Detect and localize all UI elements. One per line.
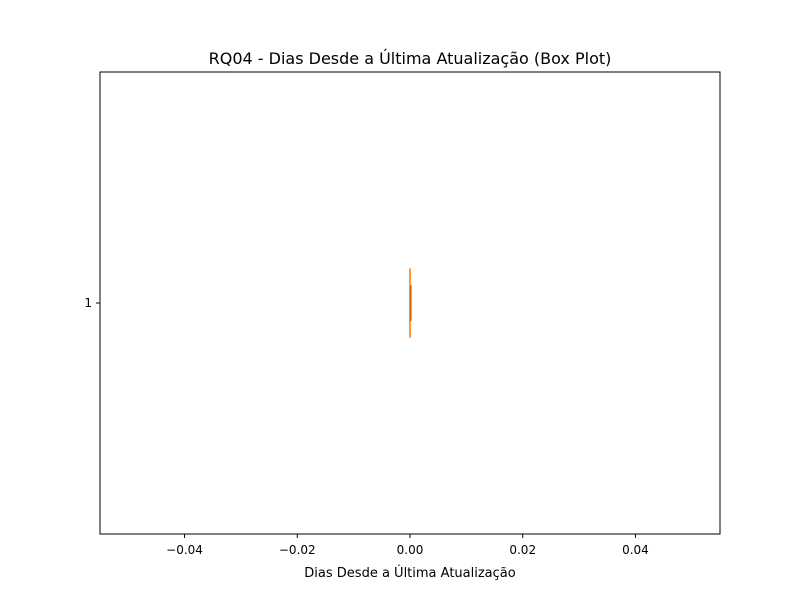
- x-tick-label: −0.04: [166, 543, 203, 557]
- boxes-layer: [409, 268, 412, 338]
- y-tick-label: 1: [84, 296, 92, 310]
- x-tick-label: 0.00: [397, 543, 424, 557]
- chart-title: RQ04 - Dias Desde a Última Atualização (…: [209, 49, 612, 68]
- x-tick-label: −0.02: [279, 543, 316, 557]
- x-axis: −0.04 −0.02 0.00 0.02 0.04: [166, 534, 649, 557]
- x-axis-label: Dias Desde a Última Atualização: [304, 565, 515, 581]
- x-tick-label: 0.02: [509, 543, 536, 557]
- y-axis: 1: [84, 296, 100, 310]
- x-tick-label: 0.04: [622, 543, 649, 557]
